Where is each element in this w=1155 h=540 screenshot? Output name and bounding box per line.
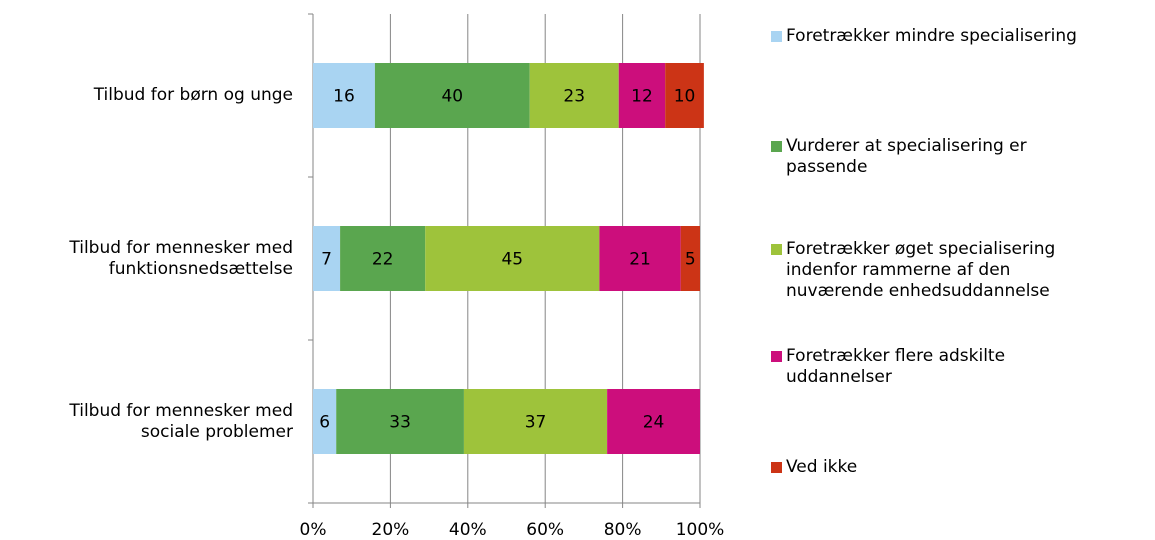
x-tick-label: 40% (449, 520, 487, 540)
bar-segment (313, 63, 375, 128)
category-label: Tilbud for mennesker med funktionsnedsæt… (69, 237, 293, 279)
data-label: 33 (389, 413, 411, 433)
bar-segment (607, 389, 700, 454)
bar-segment (529, 63, 619, 128)
legend-swatch (771, 462, 782, 473)
category-label: Tilbud for børn og unge (93, 85, 293, 105)
x-tick-label: 0% (300, 520, 327, 540)
data-label: 21 (629, 250, 651, 270)
legend-swatch (771, 351, 782, 362)
legend-label: Foretrækker flere adskilte uddannelser (786, 346, 1006, 387)
legend-label: Foretrækker mindre specialisering (786, 26, 1077, 46)
data-label: 12 (631, 87, 653, 107)
category-label: Tilbud for mennesker med sociale problem… (69, 400, 293, 442)
x-tick-label: 20% (372, 520, 410, 540)
bar-segment (336, 389, 464, 454)
data-label: 10 (674, 87, 696, 107)
legend-label: Ved ikke (786, 457, 858, 477)
data-label: 24 (643, 413, 665, 433)
data-label: 45 (501, 250, 523, 270)
bar-segment (680, 226, 700, 291)
bar-segment (374, 63, 530, 128)
legend-label: Foretrækker øget specialisering indenfor… (786, 239, 1056, 301)
bar-segment (618, 63, 666, 128)
bar-segment (313, 389, 337, 454)
bar-segment (313, 226, 341, 291)
data-label: 23 (563, 87, 585, 107)
legend-swatch (771, 141, 782, 152)
data-label: 6 (319, 413, 330, 433)
x-tick-label: 100% (676, 520, 725, 540)
legend-swatch (771, 244, 782, 255)
legend-label: Vurderer at specialisering er passende (786, 136, 1027, 177)
data-label: 7 (321, 250, 332, 270)
bar-segment (340, 226, 426, 291)
bar-segment (599, 226, 681, 291)
bar-segment (665, 63, 704, 128)
data-label: 5 (685, 250, 696, 270)
data-label: 37 (525, 413, 547, 433)
x-tick-label: 60% (526, 520, 564, 540)
data-label: 16 (333, 87, 355, 107)
legend-swatch (771, 31, 782, 42)
data-label: 40 (441, 87, 463, 107)
data-label: 22 (372, 250, 394, 270)
bar-segment (425, 226, 600, 291)
x-tick-label: 80% (604, 520, 642, 540)
bar-segment (463, 389, 608, 454)
